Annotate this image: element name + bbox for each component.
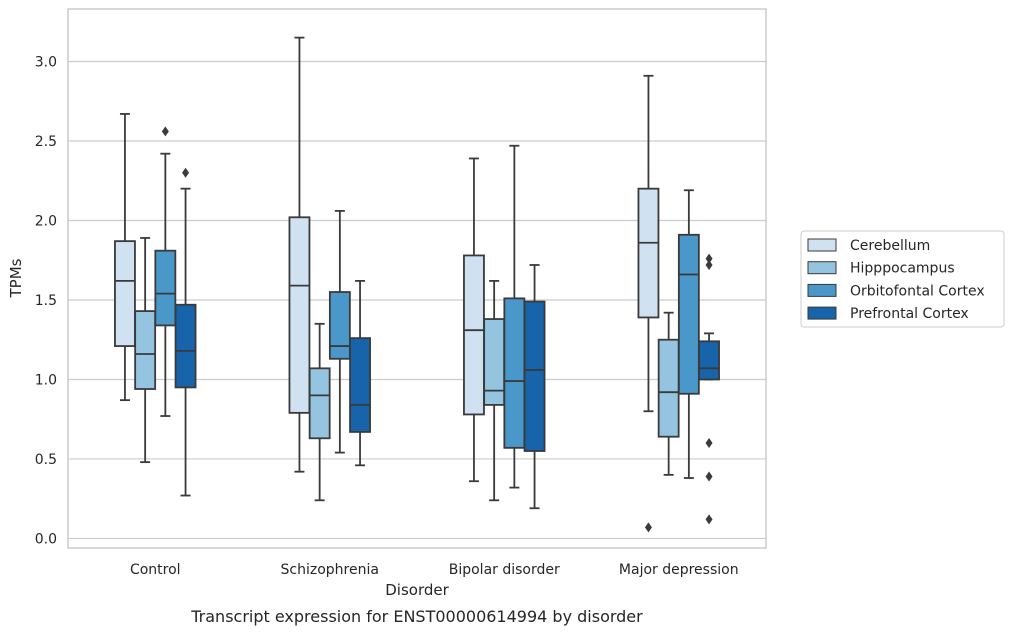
box-0-0 — [114, 113, 136, 402]
box-iqr — [657, 338, 680, 438]
legend-item: Cerebellum — [807, 238, 930, 254]
outlier-point — [705, 253, 713, 264]
box-2-0 — [463, 157, 485, 483]
y-tick-label: 1.5 — [35, 293, 57, 309]
legend-frame — [800, 230, 1005, 328]
box-0-3 — [174, 167, 197, 497]
y-tick-label: 1.0 — [35, 372, 57, 388]
x-tick-label: Major depression — [619, 562, 739, 578]
legend-swatch — [807, 238, 837, 252]
box-iqr — [483, 318, 506, 406]
legend-label: Orbitofontal Cortex — [850, 283, 985, 299]
box-iqr — [523, 300, 546, 452]
x-axis-label: Disorder — [385, 581, 449, 599]
y-tick-label: 0.5 — [35, 452, 57, 468]
figure-caption: Transcript expression for ENST0000061499… — [190, 607, 643, 626]
outlier-point — [161, 126, 169, 137]
y-tick-label: 2.5 — [35, 134, 57, 150]
plot-frame — [67, 8, 767, 549]
box-2-2 — [503, 144, 526, 489]
x-tick-label: Bipolar disorder — [449, 562, 560, 578]
y-tick-label: 0.0 — [35, 531, 57, 547]
box-3-2 — [677, 189, 700, 479]
outlier-point — [182, 167, 190, 178]
outlier-point — [705, 471, 713, 482]
box-iqr — [308, 367, 331, 440]
legend: Cerebellum Hipppocampus Orbitofontal Corte… — [800, 230, 1005, 328]
box-iqr — [349, 337, 371, 433]
legend-item: Prefrontal Cortex — [807, 306, 969, 322]
box-iqr — [114, 240, 136, 347]
box-0-1 — [134, 237, 157, 464]
legend-swatch — [807, 283, 837, 297]
y-tick-label: 2.0 — [35, 213, 57, 229]
outlier-point — [705, 438, 713, 449]
outlier-point — [644, 522, 652, 533]
box-3-1 — [657, 311, 680, 476]
x-tick-label: Control — [130, 562, 181, 578]
y-tick-label: 3.0 — [35, 54, 57, 70]
outlier-point — [705, 514, 713, 525]
legend-label: Prefrontal Cortex — [850, 306, 969, 322]
legend-swatch — [807, 306, 837, 320]
box-iqr — [503, 297, 526, 449]
y-axis-label: TPMs — [7, 258, 25, 298]
box-1-1 — [308, 322, 331, 502]
legend-item: Hipppocampus — [807, 261, 955, 277]
box-iqr — [463, 254, 485, 416]
box-iqr — [677, 233, 700, 395]
legend-label: Hipppocampus — [850, 261, 955, 277]
x-tick-label: Schizophrenia — [281, 562, 379, 578]
box-iqr — [174, 303, 197, 389]
box-iqr — [328, 291, 351, 360]
box-3-3 — [698, 253, 720, 525]
box-1-0 — [288, 36, 311, 473]
box-1-2 — [328, 210, 351, 454]
y-axis-ticks: 0.0 0.5 1.0 1.5 2.0 2.5 3.0 — [35, 54, 57, 547]
box-1-3 — [349, 279, 371, 467]
box-2-1 — [483, 279, 506, 502]
box-iqr — [154, 249, 177, 327]
x-axis-ticks: Control Schizophrenia Bipolar disorder Majo… — [130, 562, 739, 578]
legend-swatch — [807, 261, 837, 275]
box-3-0 — [637, 74, 660, 533]
box-iqr — [637, 187, 660, 319]
legend-item: Orbitofontal Cortex — [807, 283, 985, 299]
outlier-point — [705, 259, 713, 270]
box-iqr — [134, 310, 157, 390]
box-plot-series — [114, 36, 720, 533]
box-iqr — [698, 340, 720, 381]
box-iqr — [288, 216, 311, 414]
legend-label: Cerebellum — [850, 238, 930, 254]
box-0-2 — [154, 126, 177, 417]
box-2-3 — [523, 264, 546, 510]
